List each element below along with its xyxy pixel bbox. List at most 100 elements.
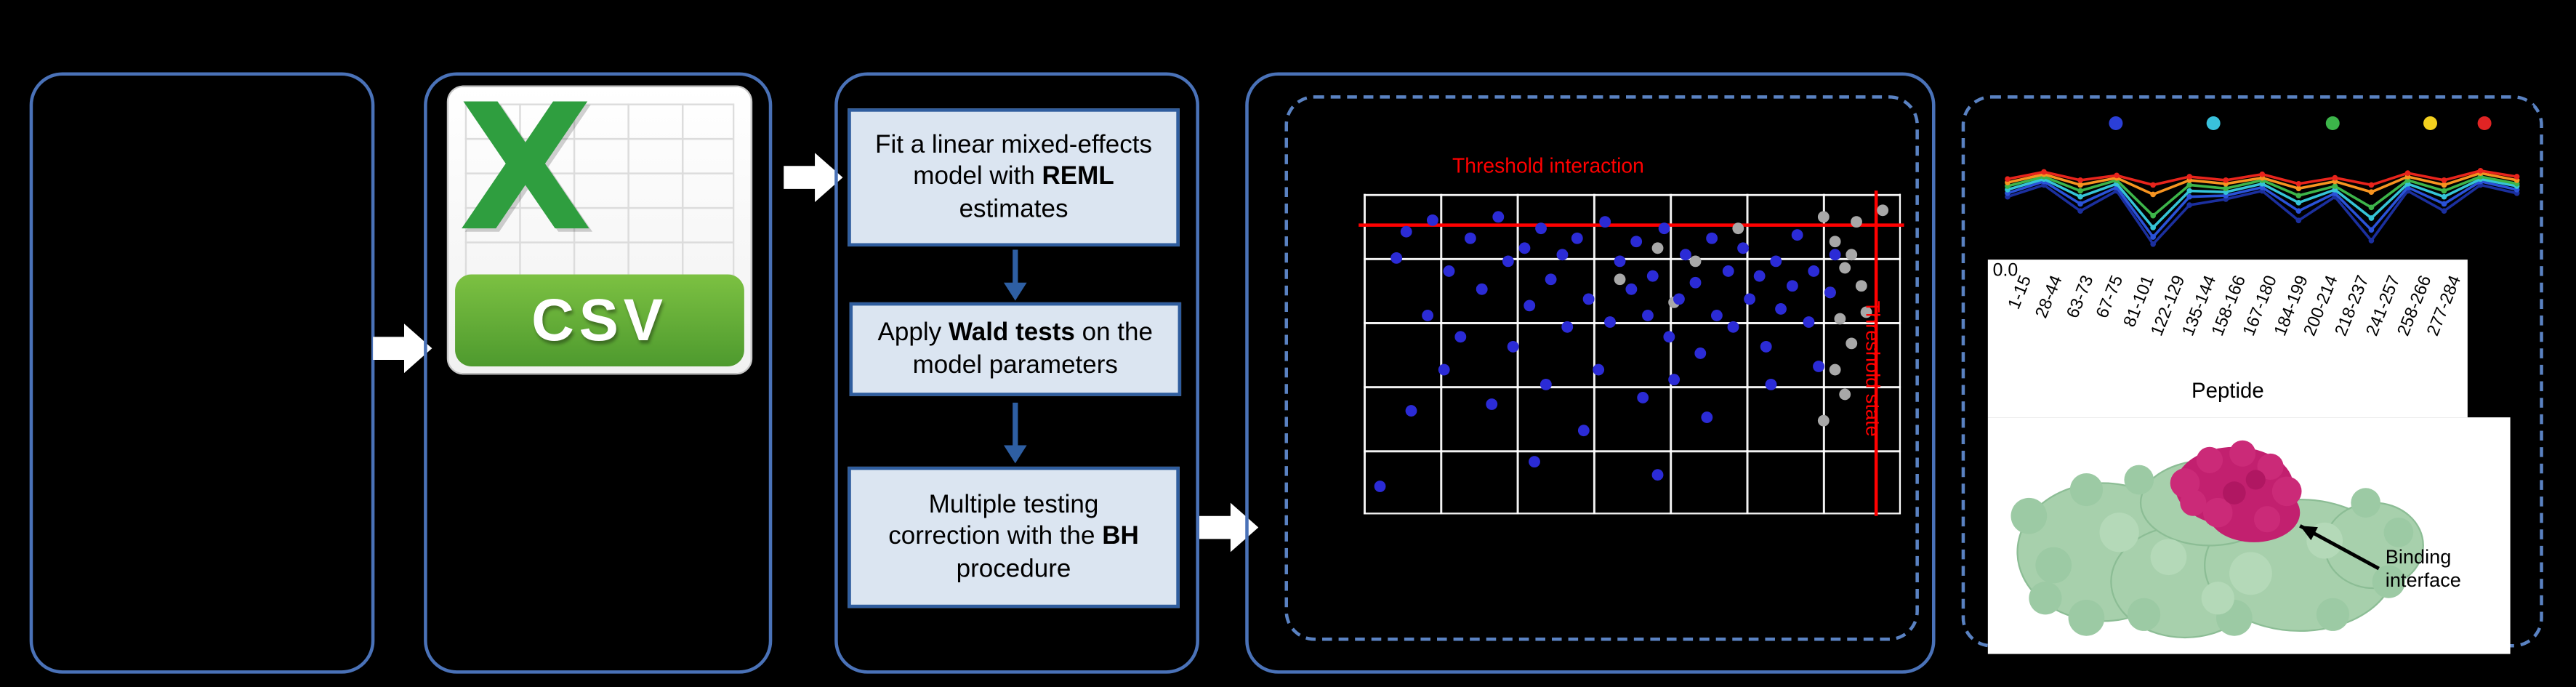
scatter-point-blue [1786, 280, 1798, 292]
scatter-point-gray [1652, 242, 1665, 254]
scatter-point-blue [1759, 341, 1771, 353]
scatter-point-blue [1374, 481, 1385, 493]
step-fit-model: Fit a linear mixed-effects model with RE… [848, 108, 1180, 247]
condition-dot [2477, 116, 2492, 131]
scatter-point-blue [1700, 411, 1712, 423]
uptake-series-marker [2441, 193, 2447, 200]
scatter-point-blue [1518, 242, 1530, 254]
uptake-series-marker [2332, 183, 2338, 189]
panel-statistical-workflow [834, 72, 1199, 674]
scatter-point-blue [1646, 270, 1659, 283]
volcano-scatter-plot [1359, 190, 1904, 516]
scatter-point-blue [1652, 468, 1665, 481]
step-text: Multiple testing correction with the [888, 491, 1103, 551]
flow-arrow-down-icon [1003, 402, 1027, 464]
scatter-point-blue [1443, 264, 1455, 276]
uptake-series-marker [2368, 189, 2375, 196]
threshold-interaction-label: Threshold interaction [1452, 154, 1644, 178]
uptake-series-marker [2368, 215, 2375, 221]
scatter-point-blue [1738, 242, 1750, 254]
scatter-point-blue [1534, 222, 1547, 235]
scatter-point-blue [1582, 293, 1595, 305]
csv-banner: CSV [455, 274, 744, 367]
scatter-point-blue [1663, 332, 1675, 343]
uptake-series-marker [2295, 199, 2302, 206]
excel-x-logo: X [458, 67, 593, 270]
scatter-point-blue [1502, 254, 1514, 267]
uptake-series-marker [2077, 188, 2083, 194]
scatter-point-blue [1492, 210, 1504, 222]
threshold-state-label: Threshold state [1861, 300, 1885, 437]
uptake-series-marker [2332, 174, 2338, 181]
csv-file-icon: X CSV [446, 73, 753, 375]
step-text: procedure [956, 555, 1071, 583]
scatter-point-blue [1422, 309, 1434, 321]
uptake-series-marker [2295, 217, 2302, 224]
uptake-series-marker [2150, 182, 2156, 188]
step-text: Apply [877, 318, 949, 347]
scatter-point-blue [1630, 236, 1643, 248]
uptake-series-marker [2077, 193, 2083, 200]
uptake-series-marker [2295, 185, 2302, 192]
uptake-series-marker [2041, 169, 2047, 175]
step-text-bold: Wald tests [948, 318, 1075, 347]
uptake-chart-svg [2005, 116, 2520, 247]
scatter-point-gray [1818, 414, 1830, 426]
uptake-series-marker [2186, 174, 2193, 180]
scatter-point-blue [1813, 360, 1825, 372]
uptake-series-marker [2368, 227, 2375, 233]
step-text: on the model parameters [912, 318, 1154, 379]
uptake-series-marker [2223, 177, 2229, 183]
panel-blank-left [29, 72, 375, 674]
peptide-tick-label: 63-73 [2062, 273, 2098, 321]
scatter-point-gray [1829, 363, 1841, 375]
scatter-point-blue [1545, 274, 1557, 286]
threshold-interaction-line [1359, 224, 1904, 228]
uptake-series-marker [2186, 193, 2193, 200]
panel-csv-input [424, 72, 773, 674]
scatter-point-gray [1818, 210, 1830, 222]
peptide-axis-area: 0.0 Peptide 1-15 28-44 63-73 67-75 81-101 122… [1987, 260, 2468, 418]
uptake-series-marker [2150, 225, 2156, 230]
panel-results-scatter [1245, 72, 1936, 674]
scatter-point-blue [1743, 293, 1755, 305]
uptake-series-marker [2223, 185, 2229, 192]
scatter-point-blue [1476, 284, 1487, 296]
threshold-state-line [1874, 190, 1878, 516]
uptake-series-marker [2295, 180, 2302, 187]
uptake-series-marker [2114, 172, 2120, 179]
flow-arrow-down-icon [1003, 249, 1027, 301]
scatter-point-blue [1603, 316, 1616, 327]
uptake-series-marker [2477, 168, 2484, 174]
scatter-point-blue [1727, 321, 1739, 334]
scatter-point-gray [1834, 312, 1846, 324]
scatter-point-blue [1400, 226, 1412, 238]
protein-structure: Binding interface [1987, 417, 2511, 654]
uptake-series-line [2007, 183, 2518, 246]
scatter-point-blue [1775, 302, 1787, 315]
scatter-point-blue [1406, 404, 1418, 417]
scatter-point-blue [1695, 347, 1707, 359]
condition-dot [2109, 116, 2123, 131]
uptake-series-marker [2077, 208, 2083, 214]
uptake-series-marker [2513, 174, 2520, 180]
scatter-point-blue [1524, 300, 1536, 312]
uptake-series-marker [2186, 182, 2193, 188]
uptake-series-marker [2295, 193, 2302, 198]
scatter-point-blue [1770, 254, 1782, 267]
scatter-point-blue [1791, 229, 1803, 241]
step-wald-tests: Apply Wald tests on the model parameters [849, 302, 1182, 396]
uptake-series-marker [2404, 170, 2411, 176]
scatter-point-gray [1840, 261, 1851, 273]
scatter-point-gray [1614, 274, 1627, 286]
scatter-point-blue [1705, 233, 1718, 244]
uptake-series-marker [2077, 182, 2083, 188]
scatter-point-blue [1625, 284, 1638, 296]
flow-arrow-right-icon [784, 153, 843, 203]
scatter-point-blue [1657, 222, 1670, 235]
scatter-point-blue [1454, 332, 1466, 343]
scatter-point-blue [1754, 270, 1766, 283]
condition-dot [2206, 116, 2221, 131]
uptake-series-marker [2259, 171, 2266, 177]
